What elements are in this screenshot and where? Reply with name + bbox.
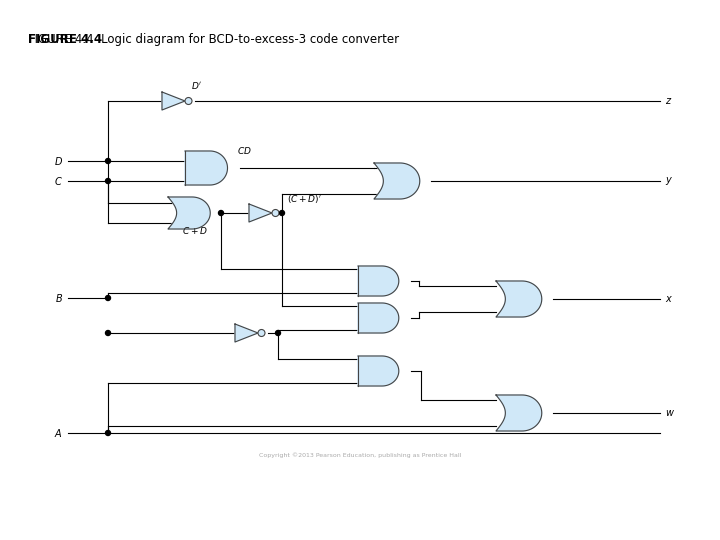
Text: $y$: $y$ bbox=[665, 175, 673, 187]
Polygon shape bbox=[358, 266, 399, 296]
Polygon shape bbox=[162, 92, 185, 110]
Circle shape bbox=[218, 211, 223, 215]
Polygon shape bbox=[249, 204, 272, 222]
Polygon shape bbox=[185, 151, 228, 185]
Text: FIGURE 4.4: FIGURE 4.4 bbox=[28, 33, 102, 46]
Circle shape bbox=[106, 330, 110, 335]
Text: $D$: $D$ bbox=[54, 155, 63, 167]
Polygon shape bbox=[358, 303, 399, 333]
Text: $CD$: $CD$ bbox=[237, 145, 252, 156]
Circle shape bbox=[106, 295, 110, 300]
Text: $x$: $x$ bbox=[665, 294, 673, 304]
Circle shape bbox=[258, 329, 265, 336]
Text: $D'$: $D'$ bbox=[191, 80, 202, 91]
Polygon shape bbox=[168, 197, 210, 229]
Circle shape bbox=[106, 159, 110, 164]
Polygon shape bbox=[496, 395, 541, 431]
Text: ALWAYS LEARNING: ALWAYS LEARNING bbox=[14, 506, 103, 515]
Circle shape bbox=[106, 179, 110, 184]
Circle shape bbox=[185, 98, 192, 105]
Text: FIGURE 4.4  Logic diagram for BCD-to-excess-3 code converter: FIGURE 4.4 Logic diagram for BCD-to-exce… bbox=[28, 33, 399, 46]
Circle shape bbox=[272, 210, 279, 217]
Text: $C+D$: $C+D$ bbox=[182, 225, 208, 236]
Text: $B$: $B$ bbox=[55, 292, 63, 304]
Text: Copyright ©2013 Pearson Education, publishing as Prentice Hall: Copyright ©2013 Pearson Education, publi… bbox=[258, 453, 462, 458]
Text: $(C+D)'$: $(C+D)'$ bbox=[287, 193, 322, 205]
Text: Copyright © 2013 by Pearson Education, Inc.
All rights reserved.: Copyright © 2013 by Pearson Education, I… bbox=[418, 500, 576, 514]
Polygon shape bbox=[374, 163, 420, 199]
Circle shape bbox=[276, 330, 281, 335]
Text: $w$: $w$ bbox=[665, 408, 675, 418]
Text: $z$: $z$ bbox=[665, 96, 672, 106]
Polygon shape bbox=[496, 281, 541, 317]
Text: Digital Design: With an Introduction to the Verilog HDL, 5e
M. Morris Mano  •  M: Digital Design: With an Introduction to … bbox=[122, 500, 328, 513]
Polygon shape bbox=[235, 324, 258, 342]
Circle shape bbox=[279, 211, 284, 215]
Circle shape bbox=[106, 430, 110, 435]
Text: $C$: $C$ bbox=[54, 175, 63, 187]
Polygon shape bbox=[358, 356, 399, 386]
Text: PEARSON: PEARSON bbox=[677, 501, 720, 519]
Text: $A$: $A$ bbox=[55, 427, 63, 439]
